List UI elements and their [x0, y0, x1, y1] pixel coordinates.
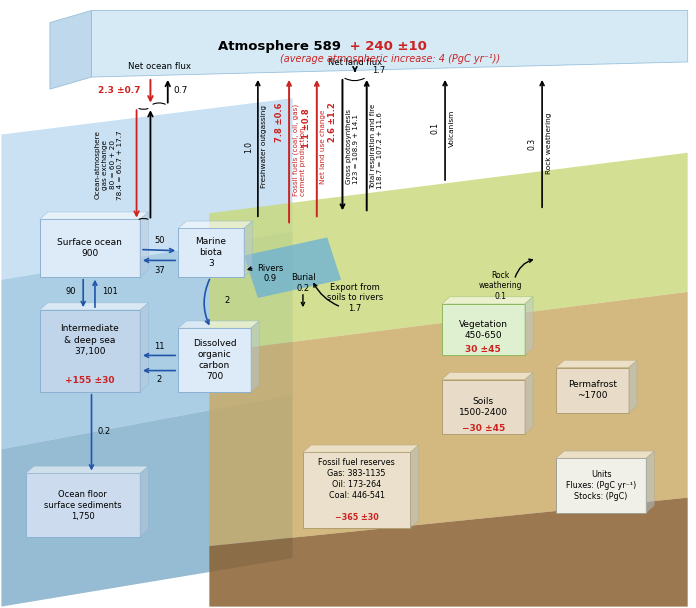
Text: (average atmospheric increase: 4 (PgC yr⁻¹)): (average atmospheric increase: 4 (PgC yr… — [280, 54, 500, 64]
Text: Net land flux: Net land flux — [328, 58, 382, 67]
Polygon shape — [556, 451, 654, 458]
Text: 1.7: 1.7 — [372, 66, 386, 75]
FancyBboxPatch shape — [556, 458, 646, 513]
Text: 11: 11 — [155, 342, 165, 351]
FancyBboxPatch shape — [40, 310, 140, 392]
Text: Vegetation
450-650: Vegetation 450-650 — [459, 320, 507, 340]
Text: +155 ±30: +155 ±30 — [65, 376, 115, 385]
Text: Ocean floor
surface sediments
1,750: Ocean floor surface sediments 1,750 — [44, 489, 122, 521]
Polygon shape — [244, 221, 253, 277]
Text: 7.8 ±0.6: 7.8 ±0.6 — [274, 103, 283, 142]
Text: Atmosphere 589: Atmosphere 589 — [218, 40, 341, 53]
Polygon shape — [1, 98, 292, 280]
Polygon shape — [1, 232, 292, 449]
Polygon shape — [40, 303, 148, 310]
FancyBboxPatch shape — [26, 474, 140, 537]
Text: Net land use change: Net land use change — [320, 109, 326, 184]
FancyBboxPatch shape — [40, 219, 140, 277]
Text: Export from
soils to rivers
1.7: Export from soils to rivers 1.7 — [327, 283, 383, 313]
FancyBboxPatch shape — [556, 368, 628, 413]
Polygon shape — [251, 321, 260, 392]
Text: 1.1 ±0.8: 1.1 ±0.8 — [302, 109, 311, 148]
Polygon shape — [525, 297, 533, 356]
FancyBboxPatch shape — [441, 304, 525, 356]
Polygon shape — [26, 466, 148, 474]
FancyBboxPatch shape — [303, 452, 411, 528]
Text: 2.6 ±1.2: 2.6 ±1.2 — [328, 103, 337, 142]
Polygon shape — [209, 153, 688, 353]
Text: Freshwater outgassing: Freshwater outgassing — [261, 105, 267, 188]
Text: 2: 2 — [225, 297, 230, 305]
Text: −30 ±45: −30 ±45 — [461, 424, 505, 432]
Text: Rock weathering: Rock weathering — [546, 113, 552, 174]
Polygon shape — [140, 466, 148, 537]
Text: 0.1: 0.1 — [431, 122, 439, 134]
Text: Total respiration and fire
118.7 = 107.2 + 11.6: Total respiration and fire 118.7 = 107.2… — [370, 104, 383, 189]
Polygon shape — [91, 10, 688, 77]
Text: Volcanism: Volcanism — [449, 110, 455, 147]
Text: Fossil fuels (coal, oil, gas)
cement production: Fossil fuels (coal, oil, gas) cement pro… — [292, 103, 306, 196]
Text: Gross photosynthesis
123 = 108.9 + 14.1: Gross photosynthesis 123 = 108.9 + 14.1 — [346, 109, 359, 184]
Text: Net ocean flux: Net ocean flux — [128, 62, 191, 71]
Polygon shape — [178, 221, 253, 229]
Text: 101: 101 — [102, 288, 118, 296]
Polygon shape — [303, 445, 419, 452]
Text: 50: 50 — [155, 236, 165, 244]
Text: 2: 2 — [157, 375, 162, 384]
Text: 90: 90 — [65, 288, 77, 296]
Polygon shape — [140, 303, 148, 392]
Text: Units
Fluxes: (PgC yr⁻¹)
Stocks: (PgC): Units Fluxes: (PgC yr⁻¹) Stocks: (PgC) — [566, 470, 636, 501]
Text: Marine
biota
3: Marine biota 3 — [196, 237, 227, 268]
Text: Intermediate
& deep sea
37,100: Intermediate & deep sea 37,100 — [61, 325, 119, 356]
Polygon shape — [209, 498, 688, 607]
Text: 37: 37 — [154, 266, 165, 275]
FancyBboxPatch shape — [178, 229, 244, 277]
Polygon shape — [525, 372, 533, 434]
Text: 30 ±45: 30 ±45 — [466, 345, 501, 354]
FancyBboxPatch shape — [178, 328, 251, 392]
Text: 1.0: 1.0 — [244, 140, 253, 153]
Polygon shape — [178, 321, 260, 328]
Text: Ocean-atmosphere
gas exchange
80 = 60 + 20
78.4 = 60.7 + 17.7: Ocean-atmosphere gas exchange 80 = 60 + … — [95, 130, 123, 199]
FancyBboxPatch shape — [441, 379, 525, 434]
Polygon shape — [411, 445, 419, 528]
Text: Burial
0.2: Burial 0.2 — [291, 273, 315, 292]
Polygon shape — [209, 292, 688, 546]
Text: Permafrost
~1700: Permafrost ~1700 — [568, 380, 617, 400]
Text: Soils
1500-2400: Soils 1500-2400 — [459, 397, 507, 417]
Text: Rivers
0.9: Rivers 0.9 — [257, 264, 283, 283]
Polygon shape — [441, 372, 533, 379]
Polygon shape — [50, 10, 91, 89]
Text: 2.3 ±0.7: 2.3 ±0.7 — [97, 86, 140, 95]
Text: + 240 ±10: + 240 ±10 — [345, 40, 427, 53]
Polygon shape — [441, 297, 533, 304]
Polygon shape — [140, 212, 148, 277]
Polygon shape — [1, 395, 292, 607]
Polygon shape — [556, 361, 637, 368]
Polygon shape — [40, 212, 148, 219]
Text: Fossil fuel reserves
Gas: 383-1135
Oil: 173-264
Coal: 446-541: Fossil fuel reserves Gas: 383-1135 Oil: … — [318, 458, 395, 500]
Text: 0.2: 0.2 — [97, 427, 110, 435]
Text: Rock
weathering
0.1: Rock weathering 0.1 — [479, 271, 522, 301]
Polygon shape — [628, 361, 637, 413]
Text: Surface ocean
900: Surface ocean 900 — [57, 238, 122, 258]
Text: 0.3: 0.3 — [528, 137, 537, 150]
Text: Dissolved
organic
carbon
700: Dissolved organic carbon 700 — [193, 339, 237, 381]
Polygon shape — [646, 451, 654, 513]
Text: −365 ±30: −365 ±30 — [335, 513, 379, 522]
Text: 0.7: 0.7 — [173, 86, 188, 95]
Polygon shape — [244, 238, 341, 298]
